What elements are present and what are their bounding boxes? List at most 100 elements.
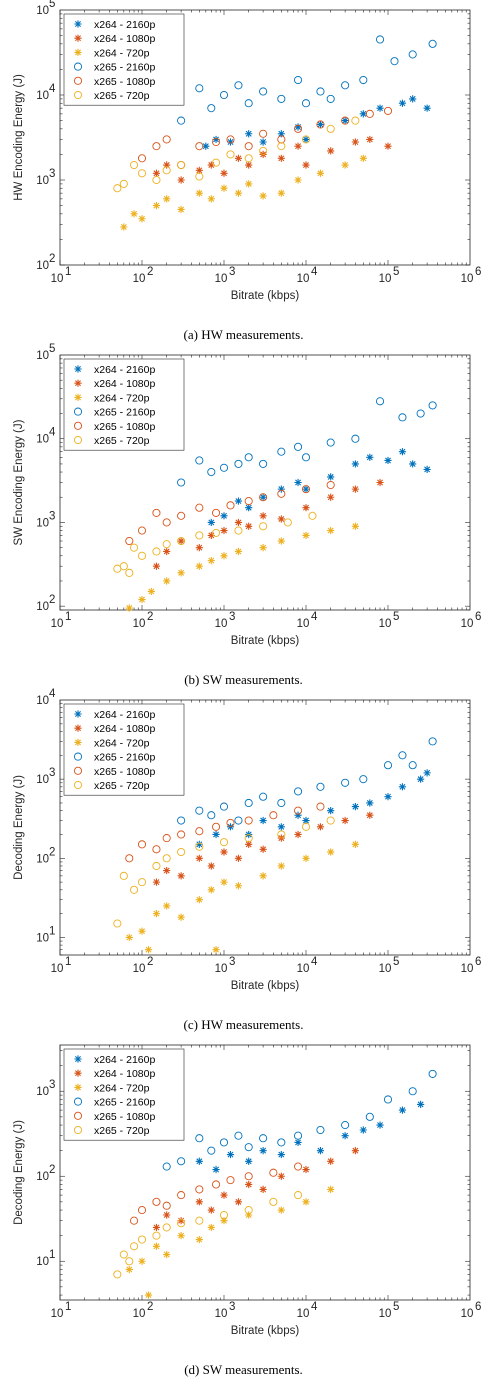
data-point-star xyxy=(277,1150,285,1159)
legend-label: x265 - 2160p xyxy=(94,62,155,74)
data-point-circle xyxy=(195,84,204,93)
x-tick-label: 10 xyxy=(297,618,310,630)
data-point-circle xyxy=(226,1176,235,1185)
data-point-star xyxy=(259,872,267,880)
data-point-star xyxy=(207,1206,215,1214)
data-point-circle xyxy=(259,87,268,96)
data-point-star xyxy=(220,552,228,560)
data-point-circle xyxy=(195,827,204,836)
data-point-circle xyxy=(125,1257,134,1266)
data-point-circle xyxy=(301,135,311,144)
data-point-circle xyxy=(277,447,286,456)
data-point-circle xyxy=(152,845,161,854)
x-tick-label: 10 xyxy=(461,1308,474,1320)
x-tick-label: 10 xyxy=(133,618,146,630)
y-tick-label: 10 xyxy=(36,695,49,707)
data-point-star xyxy=(138,215,146,223)
y-tick-exponent: 3 xyxy=(49,510,55,522)
data-point-star xyxy=(207,161,215,169)
data-point-circle xyxy=(428,39,437,48)
data-point-star xyxy=(302,1165,310,1174)
data-point-circle xyxy=(244,834,253,843)
data-point-star xyxy=(409,460,417,468)
data-point-star xyxy=(259,493,267,501)
data-point-circle xyxy=(408,50,417,59)
data-point-circle xyxy=(359,75,368,85)
data-point-star xyxy=(245,522,253,530)
legend-marker-star xyxy=(74,1069,82,1077)
x-tick-label: 10 xyxy=(297,273,310,285)
data-point-circle xyxy=(152,142,161,151)
chart-caption-d: (d) SW measurements. xyxy=(184,1362,303,1377)
data-point-circle xyxy=(244,453,253,462)
data-point-circle xyxy=(162,540,171,549)
data-point-circle xyxy=(259,459,268,468)
legend: x264 - 2160p x264 - 1080p x264 - 720p x265 … xyxy=(63,358,185,451)
data-point-star xyxy=(327,526,335,535)
data-point-circle xyxy=(195,806,204,815)
data-point-circle xyxy=(195,1185,204,1194)
data-point-star xyxy=(277,862,285,870)
data-point-star xyxy=(294,176,302,184)
data-point-star xyxy=(423,104,431,112)
legend-marker-circle xyxy=(73,407,83,416)
data-point-circle xyxy=(428,1069,437,1078)
data-point-star xyxy=(125,1265,133,1274)
data-point-star xyxy=(177,176,185,184)
data-point-star xyxy=(245,840,253,848)
data-point-star xyxy=(152,1223,161,1232)
tick-marks xyxy=(59,355,470,611)
x-axis-label: Bitrate (kbps) xyxy=(231,980,300,992)
data-point-star xyxy=(366,453,374,461)
x-tick-label: 10 xyxy=(133,963,146,975)
x-tick-exponent: 6 xyxy=(475,611,481,623)
x-tick-exponent: 5 xyxy=(393,1301,399,1313)
x-tick-exponent: 6 xyxy=(475,956,481,968)
data-point-circle xyxy=(119,871,128,880)
x-tick-label: 10 xyxy=(133,1308,146,1320)
data-point-star xyxy=(277,130,285,138)
x-tick-exponent: 3 xyxy=(229,611,235,623)
data-point-circle xyxy=(177,1191,186,1200)
data-point-circle xyxy=(259,792,268,801)
data-point-star xyxy=(207,195,215,203)
x-tick-exponent: 4 xyxy=(311,266,318,278)
data-point-star xyxy=(327,147,335,155)
data-point-star xyxy=(212,1165,220,1174)
data-point-circle xyxy=(383,106,393,115)
data-point-circle xyxy=(341,778,350,787)
x-tick-label: 10 xyxy=(51,273,64,285)
legend-marker-circle xyxy=(73,1097,83,1106)
data-point-circle xyxy=(259,1134,268,1143)
data-point-star xyxy=(417,1100,425,1109)
data-point-star xyxy=(316,120,325,129)
data-point-star xyxy=(302,135,310,144)
data-point-star xyxy=(376,1121,384,1129)
data-point-circle xyxy=(294,124,303,133)
x-tick-exponent: 1 xyxy=(65,266,71,278)
chart-panel-b: 10 1 10 2 10 3 10 4 10 5 10 6 10 2 10 3 10 4 10 5 Bitrate (k… xyxy=(0,343,487,690)
data-point-circle xyxy=(428,737,437,746)
data-point-star xyxy=(207,1223,215,1232)
data-point-circle xyxy=(207,104,216,113)
data-point-circle xyxy=(351,434,360,443)
data-point-star xyxy=(207,862,215,870)
y-tick-label: 10 xyxy=(36,774,49,786)
data-point-circle xyxy=(137,840,147,849)
data-point-circle xyxy=(269,811,278,820)
data-point-circle xyxy=(398,413,407,422)
data-point-circle xyxy=(226,501,235,510)
data-point-star xyxy=(220,1191,228,1199)
data-points xyxy=(113,737,437,954)
data-point-circle xyxy=(376,35,385,44)
data-point-star xyxy=(220,512,228,520)
data-point-circle xyxy=(137,551,147,560)
data-point-circle xyxy=(113,1270,122,1279)
data-point-star xyxy=(327,848,335,856)
y-tick-label: 10 xyxy=(36,601,49,613)
data-point-star xyxy=(341,1132,349,1140)
data-point-star xyxy=(259,138,267,146)
data-point-star xyxy=(245,130,253,138)
data-point-star xyxy=(177,569,185,577)
